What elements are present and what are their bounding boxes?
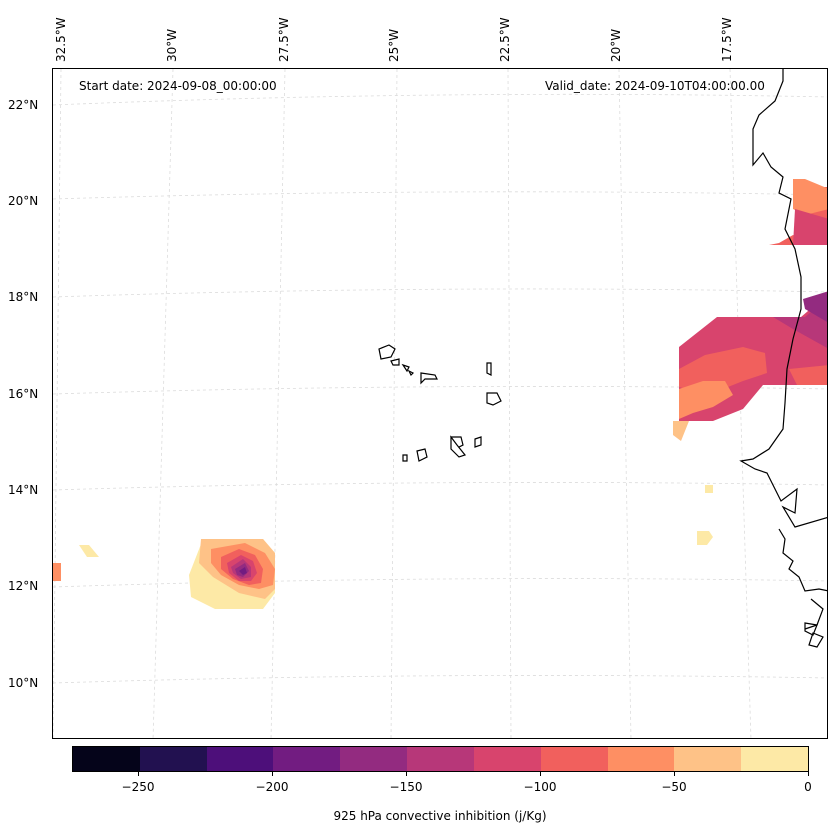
colorbar-tick-label: −250	[121, 780, 155, 794]
colorbar-segment	[607, 747, 675, 771]
lon-label-17-5w: 17.5°W	[720, 17, 734, 62]
lat-label-10n: 10°N	[8, 676, 39, 690]
colorbar-tickmark	[138, 772, 139, 776]
lon-label-20w: 20°W	[609, 28, 623, 62]
valid-date-label: Valid_date: 2024-09-10T04:00:00.00	[545, 79, 765, 93]
colorbar-label: 925 hPa convective inhibition (j/Kg)	[333, 809, 547, 823]
coastline	[739, 69, 827, 648]
cape-verde-islands	[378, 344, 502, 462]
colorbar-tickmark	[540, 772, 541, 776]
colorbar-tickmark	[406, 772, 407, 776]
colorbar-tickmark	[272, 772, 273, 776]
cin-patch-small-2	[697, 531, 713, 545]
colorbar-tick-label: −50	[661, 780, 687, 794]
cin-patch-west-edge	[53, 563, 61, 581]
start-date-label: Start date: 2024-09-08_00:00:00	[79, 79, 277, 93]
colorbar-segment	[206, 747, 274, 771]
colorbar-segment	[139, 747, 207, 771]
lon-label-27-5w: 27.5°W	[277, 17, 291, 62]
colorbar-segment	[340, 747, 408, 771]
cin-patch-east	[673, 291, 827, 441]
lat-label-12n: 12°N	[8, 579, 39, 593]
colorbar-segment	[741, 747, 808, 771]
lon-label-25w: 25°W	[387, 28, 401, 62]
lat-label-22n: 22°N	[8, 98, 39, 112]
colorbar-segment	[73, 747, 140, 771]
colorbar-segment	[540, 747, 608, 771]
lon-label-22-5w: 22.5°W	[498, 17, 512, 62]
cin-patch-west-small	[79, 545, 99, 557]
cin-patch-storm	[189, 539, 275, 609]
cin-field	[53, 179, 827, 609]
colorbar-segment	[674, 747, 742, 771]
colorbar-segment	[473, 747, 541, 771]
lon-label-32-5w: 32.5°W	[54, 17, 68, 62]
colorbar-tickmark	[808, 772, 809, 776]
colorbar-tick-label: −200	[255, 780, 289, 794]
colorbar-segment	[273, 747, 341, 771]
colorbar-tickmark	[674, 772, 675, 776]
colorbar-tick-label: −150	[389, 780, 423, 794]
colorbar-segment	[407, 747, 474, 771]
cin-patch-small-1	[705, 485, 713, 493]
map-panel	[52, 68, 828, 739]
cin-patch-north	[769, 179, 827, 245]
colorbar-tick-label: −100	[523, 780, 557, 794]
colorbar	[72, 746, 809, 772]
lat-label-18n: 18°N	[8, 290, 39, 304]
lon-label-30w: 30°W	[165, 28, 179, 62]
colorbar-tick-label: 0	[804, 780, 812, 794]
lat-label-20n: 20°N	[8, 194, 39, 208]
lat-label-14n: 14°N	[8, 483, 39, 497]
map-canvas	[53, 69, 827, 738]
lat-label-16n: 16°N	[8, 387, 39, 401]
gridlines	[53, 69, 827, 738]
